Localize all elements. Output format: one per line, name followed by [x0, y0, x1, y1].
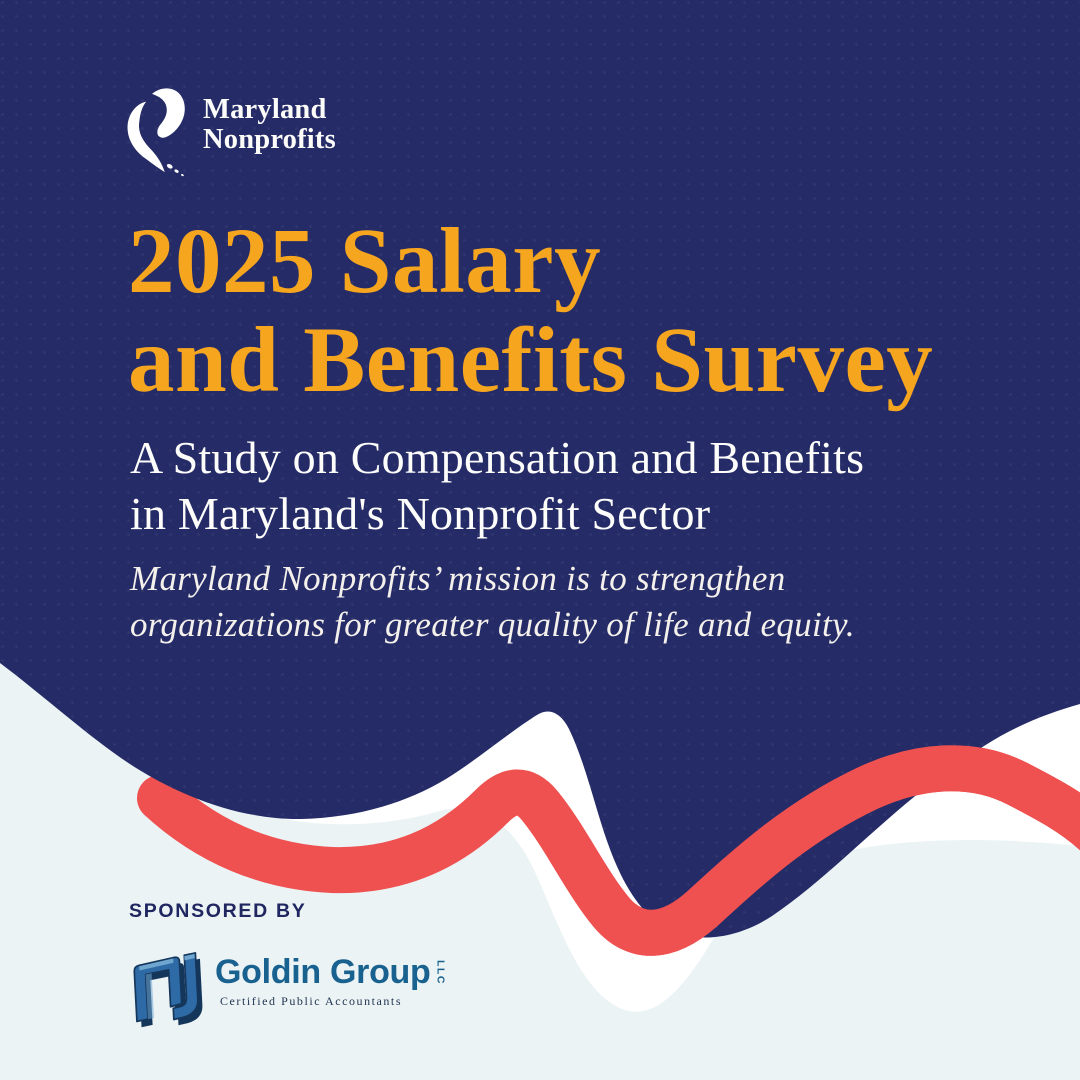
- subtitle-line2: in Maryland's Nonprofit Sector: [130, 487, 711, 539]
- heart-swirl-logo-icon: [127, 88, 185, 177]
- poster-title: 2025 Salary and Benefits Survey: [128, 210, 934, 412]
- poster-subtitle: A Study on Compensation and Benefits in …: [130, 430, 864, 541]
- goldin-monogram-icon: [133, 952, 203, 1028]
- mission-line2: organizations for greater quality of lif…: [130, 605, 855, 645]
- mission-statement: Maryland Nonprofits’ mission is to stren…: [130, 556, 855, 648]
- title-line2: and Benefits Survey: [128, 308, 934, 412]
- sponsored-by-label: SPONSORED BY: [129, 900, 307, 922]
- coral-ribbon-over: [548, 745, 1080, 956]
- brand-name-line1: Maryland: [203, 94, 327, 125]
- navy-dot-texture: [0, 0, 1080, 938]
- sponsor-text: Goldin Group LLC Certified Public Accoun…: [215, 955, 446, 1009]
- brand-name-line2: Nonprofits: [203, 124, 336, 155]
- sponsor-lockup: Goldin Group LLC Certified Public Accoun…: [124, 942, 446, 1034]
- title-line1: 2025 Salary: [128, 210, 602, 313]
- brand-name: Maryland Nonprofits: [203, 95, 336, 155]
- sponsor-suffix: LLC: [434, 960, 447, 985]
- brand-lockup: Maryland Nonprofits: [124, 86, 336, 178]
- sponsor-tagline: Certified Public Accountants: [220, 994, 403, 1008]
- subtitle-line1: A Study on Compensation and Benefits: [130, 432, 865, 483]
- sponsor-name: Goldin Group: [215, 953, 431, 991]
- mission-line1: Maryland Nonprofits’ mission is to stren…: [130, 559, 786, 598]
